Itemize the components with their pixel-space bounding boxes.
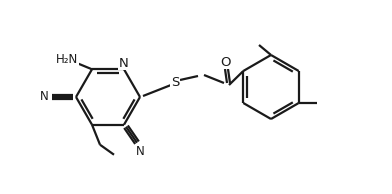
Text: N: N — [40, 90, 48, 104]
Text: O: O — [221, 55, 231, 68]
Text: S: S — [171, 76, 179, 89]
Text: H₂N: H₂N — [56, 53, 78, 66]
Text: N: N — [136, 145, 144, 158]
Text: N: N — [119, 57, 129, 70]
